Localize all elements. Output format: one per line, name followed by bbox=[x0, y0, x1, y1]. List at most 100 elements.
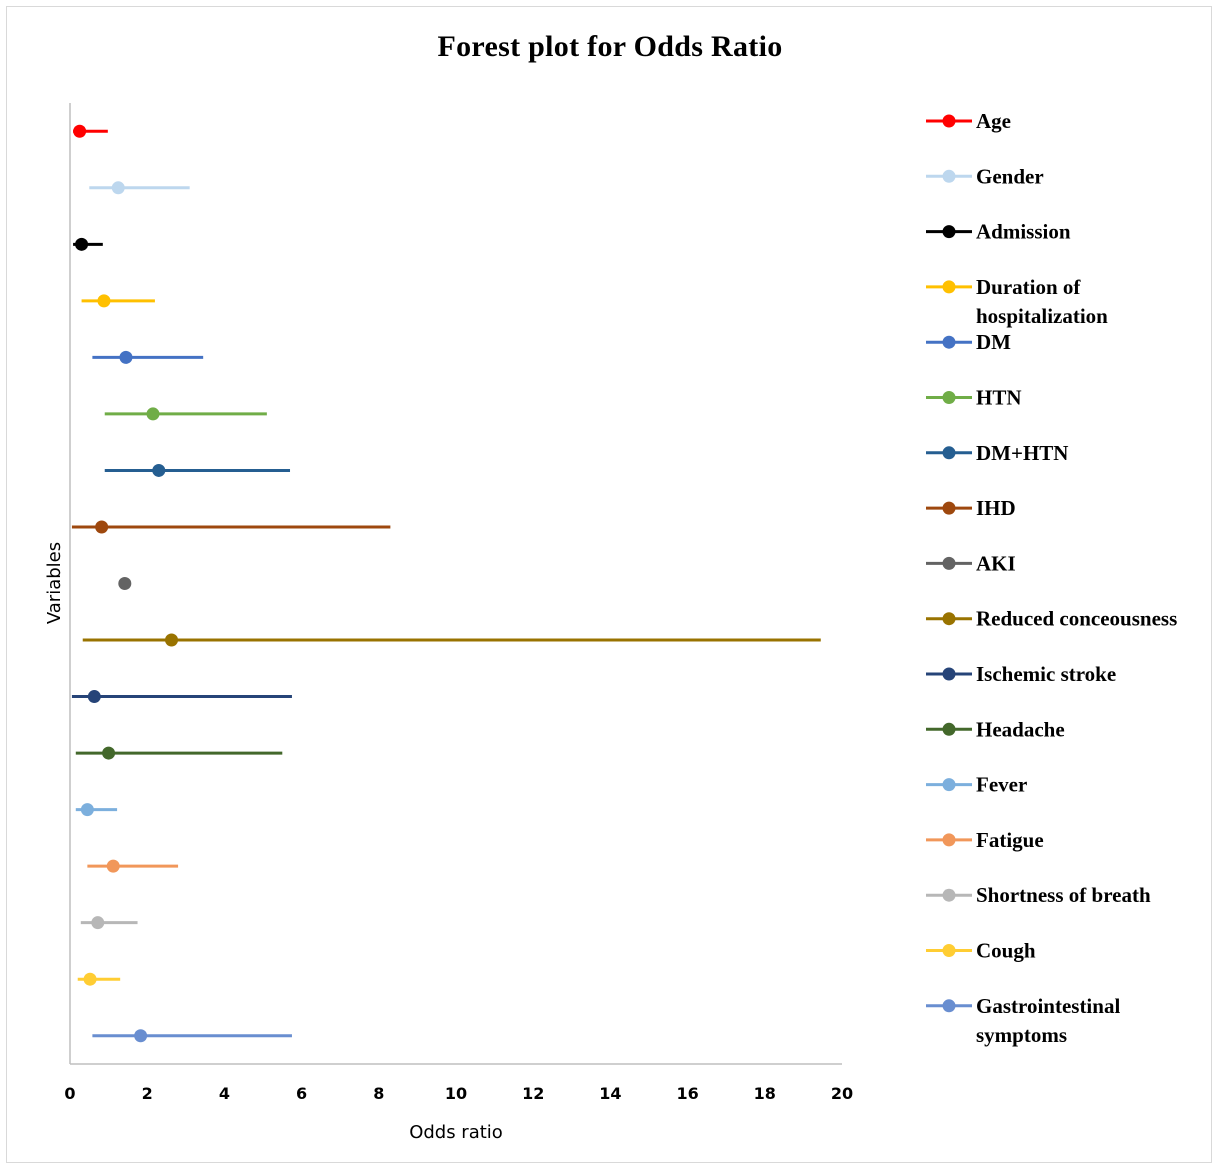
legend-item: Duration of hospitalization bbox=[926, 275, 1108, 328]
x-tick-label: 8 bbox=[373, 1084, 384, 1103]
forest-row-age bbox=[73, 124, 108, 138]
legend-label: Duration of hospitalization bbox=[976, 275, 1108, 328]
plot-marks bbox=[71, 124, 821, 1043]
axes bbox=[69, 103, 842, 1065]
odds-ratio-point bbox=[118, 577, 132, 590]
legend-label: Shortness of breath bbox=[976, 883, 1151, 907]
x-tick-label: 20 bbox=[831, 1084, 853, 1103]
legend-label-line: hospitalization bbox=[976, 304, 1108, 328]
legend-label-line: Cough bbox=[976, 939, 1036, 963]
legend-label: AKI bbox=[976, 551, 1016, 575]
legend-item: Gender bbox=[926, 164, 1044, 188]
odds-ratio-point bbox=[91, 916, 105, 930]
legend-item: Shortness of breath bbox=[926, 883, 1151, 907]
legend-marker bbox=[942, 722, 956, 736]
legend-item: Reduced conceousness bbox=[926, 607, 1177, 631]
forest-row-dm-htn bbox=[104, 463, 291, 477]
legend-marker bbox=[942, 612, 956, 626]
odds-ratio-point bbox=[80, 803, 94, 817]
legend-marker bbox=[942, 888, 956, 902]
legend-item: Cough bbox=[926, 939, 1036, 963]
x-tick-labels: 0 2 4 6 8 10 12 14 16 18 20 bbox=[64, 1084, 853, 1103]
legend-label: Gastrointestinal symptoms bbox=[976, 994, 1120, 1047]
forest-row-ihd bbox=[71, 520, 391, 534]
legend-item: Gastrointestinal symptoms bbox=[926, 994, 1120, 1047]
legend-label: Fever bbox=[976, 773, 1027, 797]
x-tick-label: 4 bbox=[219, 1084, 230, 1103]
legend-marker bbox=[942, 225, 956, 239]
legend-label-line: DM bbox=[976, 330, 1011, 354]
legend-marker bbox=[942, 833, 956, 847]
x-tick-label: 16 bbox=[676, 1084, 698, 1103]
legend-label-line: DM+HTN bbox=[976, 441, 1068, 465]
legend-label-line: symptoms bbox=[976, 1023, 1067, 1047]
forest-row-htn bbox=[104, 407, 267, 421]
y-axis-title: Variables bbox=[44, 542, 65, 624]
legend-label-line: IHD bbox=[976, 496, 1016, 520]
legend-item: AKI bbox=[926, 551, 1016, 575]
legend-label-line: Reduced conceousness bbox=[976, 607, 1177, 631]
legend-label: Age bbox=[976, 109, 1011, 133]
legend-item: DM+HTN bbox=[926, 441, 1068, 465]
legend-marker bbox=[942, 999, 956, 1013]
legend-marker bbox=[942, 778, 956, 792]
legend-label-line: Fatigue bbox=[976, 828, 1044, 852]
odds-ratio-point bbox=[165, 633, 179, 647]
legend-marker bbox=[942, 335, 956, 349]
legend-label: IHD bbox=[976, 496, 1016, 520]
legend-marker bbox=[942, 556, 956, 570]
odds-ratio-point bbox=[119, 350, 133, 364]
legend-item: Ischemic stroke bbox=[926, 662, 1116, 686]
legend-label-line: Headache bbox=[976, 717, 1065, 741]
x-tick-label: 0 bbox=[64, 1084, 75, 1103]
legend-marker bbox=[942, 667, 956, 681]
forest-row-cough bbox=[77, 972, 121, 986]
x-tick-label: 2 bbox=[142, 1084, 153, 1103]
legend-marker bbox=[942, 501, 956, 515]
legend-marker bbox=[942, 446, 956, 460]
legend-label: DM+HTN bbox=[976, 441, 1068, 465]
odds-ratio-point bbox=[111, 181, 125, 195]
x-tick-label: 12 bbox=[522, 1084, 544, 1103]
legend-item: IHD bbox=[926, 496, 1016, 520]
legend-marker bbox=[942, 114, 956, 128]
forest-row-duration-of-hospitalization bbox=[81, 294, 155, 308]
odds-ratio-point bbox=[87, 690, 101, 704]
legend-label-line: Admission bbox=[976, 220, 1071, 244]
forest-row-dm bbox=[92, 350, 204, 364]
forest-row-gastrointestinal-symptoms bbox=[92, 1029, 292, 1043]
chart-title: Forest plot for Odds Ratio bbox=[437, 30, 783, 63]
legend-marker bbox=[942, 944, 956, 957]
forest-row-admission bbox=[73, 237, 103, 251]
legend-label-line: Duration of bbox=[976, 275, 1081, 299]
legend-label-line: AKI bbox=[976, 551, 1016, 575]
legend-label-line: Ischemic stroke bbox=[976, 662, 1116, 686]
legend-label: Reduced conceousness bbox=[976, 607, 1177, 631]
odds-ratio-point bbox=[83, 972, 97, 986]
chart-frame bbox=[6, 6, 1212, 1163]
legend-label-line: Age bbox=[976, 109, 1011, 133]
forest-row-reduced-conceousness bbox=[82, 633, 821, 647]
odds-ratio-point bbox=[146, 407, 160, 421]
legend-item: Headache bbox=[926, 717, 1065, 741]
odds-ratio-point bbox=[152, 463, 166, 477]
legend-label-line: HTN bbox=[976, 386, 1022, 410]
legend-label-line: Fever bbox=[976, 773, 1027, 797]
legend-label: DM bbox=[976, 330, 1011, 354]
forest-row-gender bbox=[89, 181, 190, 195]
legend-item: DM bbox=[926, 330, 1011, 354]
legend-label-line: Shortness of breath bbox=[976, 883, 1151, 907]
forest-row-aki bbox=[118, 577, 132, 590]
odds-ratio-point bbox=[95, 520, 109, 534]
x-tick-label: 10 bbox=[445, 1084, 467, 1103]
legend-label: Fatigue bbox=[976, 828, 1044, 852]
forest-row-shortness-of-breath bbox=[80, 916, 138, 930]
legend-label: Cough bbox=[976, 939, 1036, 963]
legend-label: Ischemic stroke bbox=[976, 662, 1116, 686]
x-tick-label: 14 bbox=[599, 1084, 621, 1103]
odds-ratio-point bbox=[134, 1029, 148, 1043]
forest-row-fatigue bbox=[87, 859, 179, 873]
forest-row-fever bbox=[75, 803, 118, 817]
legend-label: Headache bbox=[976, 717, 1065, 741]
